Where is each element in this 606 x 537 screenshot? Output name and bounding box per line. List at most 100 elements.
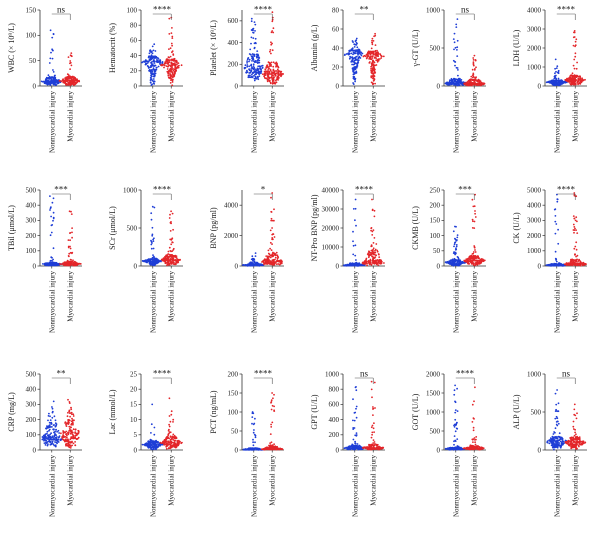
data-point [46, 80, 49, 83]
data-point [55, 441, 58, 444]
data-point [153, 237, 155, 240]
series-nonmyocardial [41, 400, 63, 448]
data-point [556, 65, 559, 68]
data-point [75, 264, 78, 266]
y-tick-label: 150 [430, 217, 441, 225]
data-point [474, 264, 477, 267]
data-point [254, 30, 256, 32]
y-tick-label: 2000 [224, 232, 239, 240]
data-point [248, 53, 251, 55]
data-point [380, 54, 382, 57]
data-point [268, 263, 271, 265]
data-point [575, 255, 577, 258]
data-point [52, 33, 55, 35]
data-point [457, 257, 460, 260]
data-point [253, 77, 256, 80]
data-point [150, 218, 153, 221]
data-point [252, 31, 254, 34]
y-axis-label: γ-GT (U/L) [411, 29, 420, 67]
data-point [76, 438, 78, 440]
data-point [148, 68, 151, 71]
data-point [258, 61, 261, 64]
y-tick-label: 20000 [322, 224, 340, 232]
y-tick-label: 2000 [527, 232, 542, 240]
data-point [354, 219, 356, 222]
data-point [49, 29, 52, 32]
data-point [373, 75, 376, 78]
data-point [271, 254, 274, 256]
data-point [453, 259, 455, 262]
data-point [257, 76, 259, 79]
data-point [271, 71, 273, 73]
data-point [371, 37, 374, 40]
data-point [141, 443, 144, 446]
data-point [55, 424, 58, 427]
data-point [266, 80, 269, 83]
data-point [253, 260, 256, 263]
data-point [277, 65, 279, 68]
y-tick-label: 300 [26, 217, 37, 225]
data-point [150, 423, 153, 426]
data-point [255, 53, 258, 56]
data-point [51, 256, 53, 259]
data-point [469, 261, 472, 264]
data-point [474, 249, 476, 251]
data-point [554, 77, 556, 79]
data-point [46, 444, 49, 447]
y-tick-label: 40 [130, 52, 138, 60]
data-point [558, 262, 561, 264]
data-point [54, 433, 56, 436]
data-point [147, 65, 150, 68]
data-point [265, 72, 267, 75]
data-point [373, 237, 376, 239]
significance-label: **** [153, 185, 172, 195]
y-tick-label: 0 [235, 82, 239, 90]
data-point [275, 78, 278, 81]
data-point [369, 258, 372, 261]
series-myocardial [362, 32, 385, 86]
data-point [149, 438, 152, 441]
data-point [455, 83, 458, 85]
data-point [477, 82, 480, 85]
data-point [247, 76, 250, 79]
data-point [354, 68, 357, 71]
data-point [575, 248, 578, 251]
data-point [47, 264, 50, 267]
data-point [355, 259, 357, 261]
data-point [171, 212, 174, 215]
data-point [472, 205, 475, 208]
data-point [568, 262, 571, 265]
data-point [255, 61, 258, 63]
data-point [270, 31, 273, 34]
x-tick-label: Nonmyocardial injury [48, 91, 56, 154]
data-point [572, 64, 575, 67]
data-point [170, 42, 173, 45]
data-point [172, 259, 175, 262]
data-point [552, 264, 555, 266]
data-point [171, 37, 174, 39]
data-point [152, 60, 155, 63]
data-point [556, 79, 559, 82]
data-point [457, 264, 459, 267]
data-point [576, 81, 579, 84]
data-point [170, 413, 173, 416]
data-point [66, 264, 69, 267]
data-point [375, 254, 377, 257]
y-axis-label: CK (U/L) [512, 212, 521, 244]
data-point [264, 77, 267, 80]
data-point [372, 77, 375, 80]
data-point [68, 410, 71, 412]
y-tick-label: 1000 [527, 247, 542, 255]
data-point [65, 444, 67, 447]
data-point [148, 259, 151, 261]
data-point [153, 60, 156, 63]
data-point [371, 70, 373, 72]
data-point [260, 264, 263, 266]
data-point [50, 76, 53, 79]
data-point [152, 240, 155, 243]
data-point [170, 61, 173, 64]
data-point [554, 208, 557, 211]
y-tick-label: 1000 [123, 186, 138, 194]
y-axis-label: Lac (mmol/L) [108, 389, 117, 434]
